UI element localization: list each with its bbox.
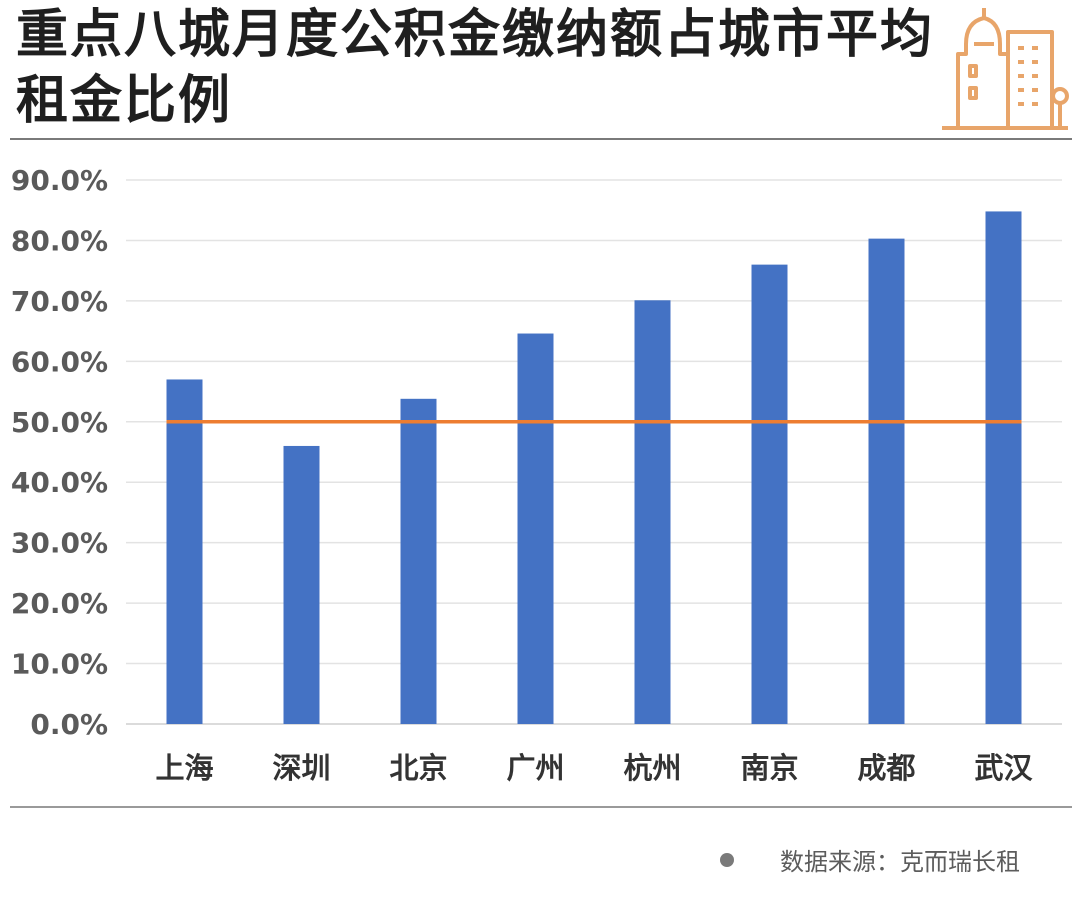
bar-chart: 0.0% 10.0% 20.0% 30.0% 40.0% 50.0% 60.0% 70.0% 8… (11, 164, 1062, 785)
bar-广州 (517, 333, 554, 724)
y-tick-label-40: 40.0% (11, 466, 108, 499)
x-tick-label-杭州: 杭州 (623, 751, 681, 785)
bar-北京 (400, 398, 437, 724)
bars (166, 211, 1022, 724)
x-tick-label-深圳: 深圳 (272, 751, 330, 785)
y-tick-label-0: 0.0% (30, 708, 108, 741)
x-tick-label-广州: 广州 (506, 751, 564, 785)
footer-divider (10, 806, 1072, 808)
bar-南京 (751, 264, 788, 724)
gridlines (126, 179, 1062, 725)
y-tick-label-10: 10.0% (11, 648, 108, 681)
y-tick-label-60: 60.0% (11, 345, 108, 378)
bar-杭州 (634, 300, 671, 724)
y-tick-label-30: 30.0% (11, 527, 108, 560)
bar-成都 (868, 238, 905, 724)
chart-title: 重点八城月度公积金缴纳额占城市平均租金比例 (16, 5, 935, 131)
bar-上海 (166, 379, 203, 724)
y-tick-label-20: 20.0% (11, 587, 108, 620)
city-buildings-icon (942, 8, 1069, 130)
x-tick-label-上海: 上海 (155, 751, 213, 785)
y-tick-label-80: 80.0% (11, 224, 108, 257)
bar-武汉 (985, 211, 1022, 724)
source-bullet (720, 853, 734, 867)
x-axis: 上海 深圳 北京 广州 杭州 南京 成都 武汉 (155, 751, 1033, 785)
source-text: 数据来源：克而瑞长租 (780, 848, 1020, 876)
x-tick-label-南京: 南京 (740, 751, 798, 785)
y-tick-label-70: 70.0% (11, 285, 108, 318)
data-source: 数据来源：克而瑞长租 (720, 842, 1020, 877)
bar-深圳 (283, 445, 320, 724)
title-divider (10, 138, 1072, 140)
x-tick-label-武汉: 武汉 (974, 751, 1033, 785)
y-tick-label-90: 90.0% (11, 164, 108, 197)
y-tick-label-50: 50.0% (11, 406, 108, 439)
x-tick-label-成都: 成都 (857, 751, 915, 785)
x-tick-label-北京: 北京 (389, 751, 447, 785)
y-axis: 0.0% 10.0% 20.0% 30.0% 40.0% 50.0% 60.0% 70.0% 8… (11, 164, 108, 741)
